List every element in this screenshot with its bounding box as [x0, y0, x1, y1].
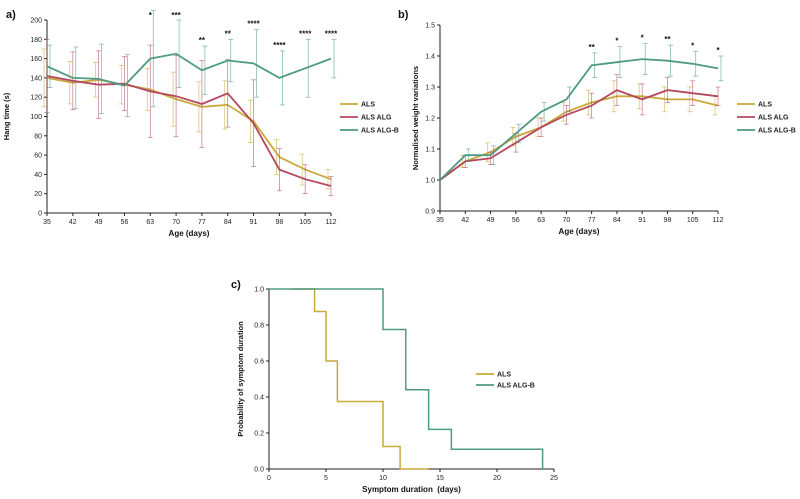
y-tick-label: 160 — [30, 56, 42, 63]
x-axis-label: Age (days) — [559, 227, 600, 236]
y-tick-label: 1.5 — [425, 23, 435, 30]
y-tick-label: 120 — [30, 95, 42, 102]
x-tick-label: 98 — [275, 219, 283, 226]
chart-panel-1: a) 0 20 40 60 80 100 120 140 160 180 200 35 42 49 56 63 7… — [2, 9, 399, 238]
y-axis-label: Probability of symptom duration — [236, 321, 245, 437]
y-tick-label: 1.4 — [425, 54, 435, 61]
x-tick-label: 77 — [198, 219, 206, 226]
y-tick-label: 0.4 — [254, 395, 264, 402]
y-tick-label: 1.0 — [254, 287, 264, 294]
x-tick-label: 105 — [687, 217, 699, 224]
y-tick-label: 200 — [30, 18, 42, 25]
x-tick-label: 63 — [146, 219, 154, 226]
y-tick-label: 0.2 — [254, 431, 264, 438]
y-tick-label: 60 — [34, 153, 42, 160]
x-axis-label: Age (days) — [169, 229, 210, 238]
x-tick-label: 56 — [512, 217, 520, 224]
series-line-als-alg-b — [46, 52, 332, 87]
x-tick-label: 70 — [562, 217, 570, 224]
x-tick-label: 91 — [638, 217, 646, 224]
x-tick-label: 112 — [712, 217, 723, 224]
series-line-als — [291, 288, 429, 470]
significance-label: * — [716, 46, 720, 55]
significance-label: *** — [171, 11, 181, 20]
panel-label: c) — [231, 279, 241, 291]
legend-label: ALS — [758, 102, 772, 109]
y-tick-label: 0.6 — [254, 359, 264, 366]
y-tick-label: 0 — [38, 211, 42, 218]
x-tick-label: 5 — [324, 475, 328, 482]
significance-label: * — [149, 11, 153, 20]
x-tick-label: 10 — [379, 475, 387, 482]
significance-label: **** — [247, 20, 260, 29]
y-tick-label: 100 — [30, 114, 42, 121]
x-tick-label: 112 — [325, 219, 336, 226]
x-tick-label: 0 — [267, 475, 271, 482]
y-axis-label: Hang time (s) — [2, 92, 11, 140]
x-tick-label: 84 — [613, 217, 621, 224]
significance-label: ** — [664, 35, 671, 44]
y-tick-label: 1.1 — [425, 147, 435, 154]
legend-label: ALS ALG-B — [758, 128, 796, 135]
legend-label: ALS ALG — [361, 115, 392, 122]
significance-label: ** — [589, 43, 596, 52]
x-tick-label: 20 — [493, 475, 501, 482]
significance-label: **** — [273, 41, 286, 50]
chart-panel-2: b) 0.9 1.0 1.1 1.2 1.3 1.4 1.5 35 42 49 56 63 70 77 84 9… — [398, 9, 796, 236]
x-tick-label: 56 — [121, 219, 129, 226]
x-tick-label: 49 — [487, 217, 495, 224]
series-line-als — [46, 77, 332, 181]
legend-label: ALS — [497, 372, 511, 379]
x-tick-label: 42 — [69, 219, 77, 226]
x-tick-label: 15 — [436, 475, 444, 482]
x-axis-label: Symptom duration (days) — [362, 485, 461, 494]
legend-label: ALS ALG — [758, 115, 789, 122]
y-tick-label: 40 — [34, 172, 42, 179]
y-tick-label: 0.9 — [425, 209, 435, 216]
x-tick-label: 98 — [664, 217, 672, 224]
significance-label: * — [615, 37, 619, 46]
series-line-als-alg — [46, 75, 332, 187]
panel-label: a) — [6, 9, 16, 21]
x-tick-label: 84 — [224, 219, 232, 226]
y-tick-label: 1.2 — [425, 116, 435, 123]
chart-panel-3: c) 0.0 0.2 0.4 0.6 0.8 1.0 0 5 10 15 20 25 Symptom du… — [231, 279, 558, 494]
y-tick-label: 1.0 — [425, 178, 435, 185]
y-tick-label: 0.0 — [254, 467, 264, 474]
y-tick-label: 0.8 — [254, 323, 264, 330]
x-tick-label: 105 — [299, 219, 311, 226]
legend-label: ALS ALG-B — [497, 383, 535, 390]
x-tick-label: 42 — [461, 217, 469, 224]
series-line-als-alg — [439, 89, 719, 181]
y-tick-label: 180 — [30, 37, 42, 44]
significance-label: **** — [299, 29, 312, 38]
significance-label: ** — [225, 29, 232, 38]
x-tick-label: 77 — [588, 217, 596, 224]
series-line-als-alg-b — [269, 288, 544, 469]
legend-label: ALS ALG-B — [361, 128, 399, 135]
y-axis-label: Normalised weight variations — [411, 66, 420, 170]
x-tick-label: 35 — [436, 217, 444, 224]
significance-label: **** — [325, 29, 338, 38]
y-tick-label: 1.3 — [425, 85, 435, 92]
y-tick-label: 140 — [30, 75, 42, 82]
significance-label: * — [641, 34, 645, 43]
y-tick-label: 80 — [34, 133, 42, 140]
x-tick-label: 49 — [95, 219, 103, 226]
panel-label: b) — [398, 9, 409, 21]
series-line-als — [439, 95, 719, 181]
x-tick-label: 63 — [537, 217, 545, 224]
significance-label: ** — [199, 36, 206, 45]
significance-label: * — [691, 41, 695, 50]
x-tick-label: 35 — [43, 219, 51, 226]
series-line-als-alg-b — [439, 58, 719, 181]
x-tick-label: 91 — [250, 219, 258, 226]
x-tick-label: 25 — [550, 475, 558, 482]
legend-label: ALS — [361, 102, 375, 109]
y-tick-label: 20 — [34, 191, 42, 198]
x-tick-label: 70 — [172, 219, 180, 226]
